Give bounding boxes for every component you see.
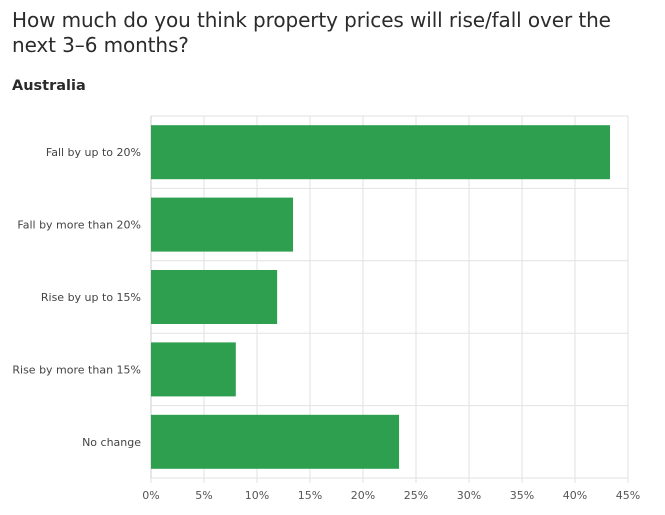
x-tick-label-3: 15% (298, 489, 322, 502)
x-tick-label-5: 25% (404, 489, 428, 502)
category-label-3: Rise by more than 15% (12, 363, 141, 376)
x-tick-label-2: 10% (245, 489, 269, 502)
category-label-4: No change (82, 436, 141, 449)
category-label-0: Fall by up to 20% (46, 146, 141, 159)
bar-0 (151, 125, 610, 180)
category-label-1: Fall by more than 20% (17, 219, 141, 232)
x-tick-label-4: 20% (351, 489, 375, 502)
x-tick-label-9: 45% (616, 489, 640, 502)
chart-subtitle: Australia (12, 78, 86, 94)
bar-2 (151, 270, 278, 324)
bar-3 (151, 342, 236, 397)
x-tick-label-7: 35% (510, 489, 534, 502)
bar-1 (151, 197, 294, 252)
x-tick-label-6: 30% (457, 489, 481, 502)
x-tick-label-8: 40% (563, 489, 587, 502)
x-tick-label-1: 5% (195, 489, 212, 502)
x-tick-label-0: 0% (142, 489, 159, 502)
chart-title: How much do you think property prices wi… (12, 8, 611, 57)
bar-4 (151, 414, 400, 469)
category-label-2: Rise by up to 15% (41, 291, 141, 304)
